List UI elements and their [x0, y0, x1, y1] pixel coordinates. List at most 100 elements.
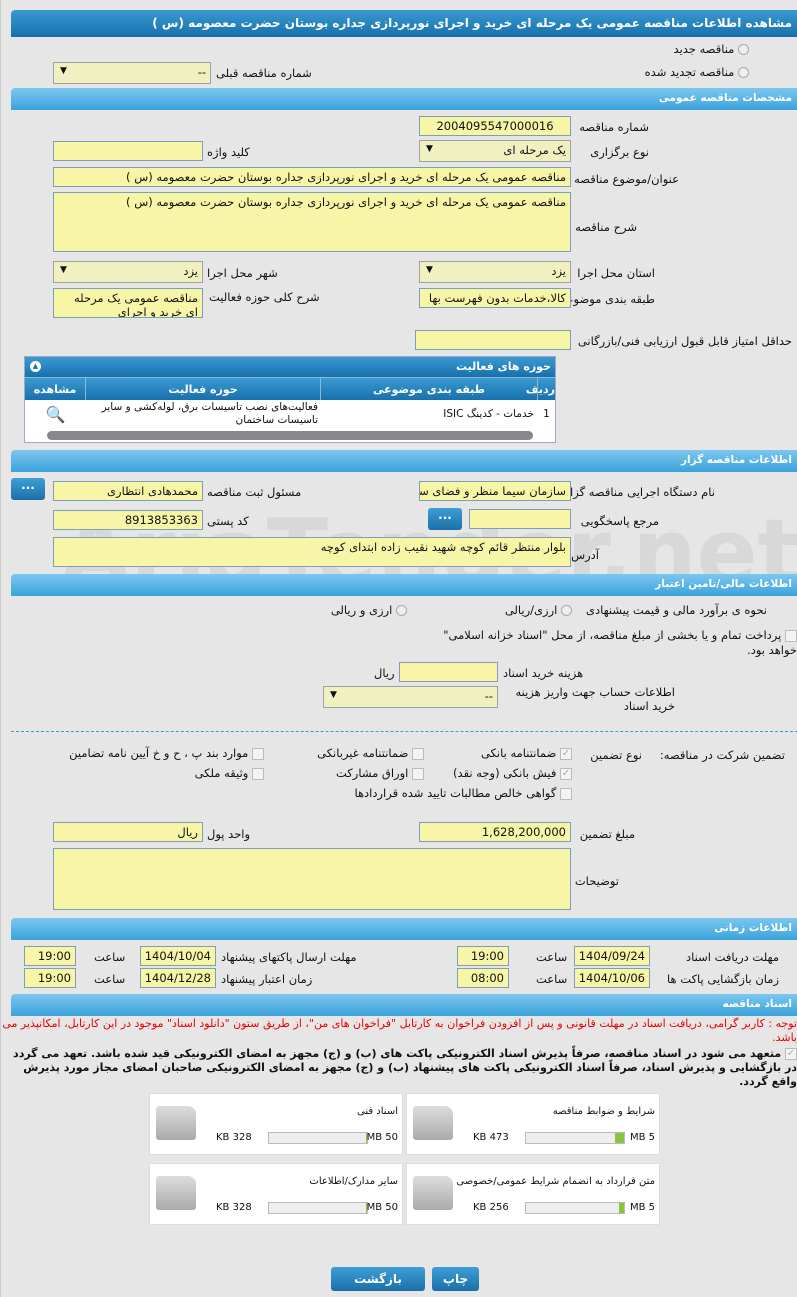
category-field[interactable]: کالا،خدمات بدون فهرست بها: [419, 288, 571, 308]
document-size: 328 KB: [216, 1132, 252, 1143]
radio-fx-rial[interactable]: ارزی و ریالی: [331, 603, 407, 617]
document-name: متن قرارداد به انضمام شرایط عمومی/خصوصی: [456, 1176, 655, 1187]
documents-notice: توجه : کاربر گرامی، دریافت اسناد در مهلت…: [2, 1017, 797, 1044]
section-finance: اطلاعات مالی/تامین اعتبار: [11, 574, 797, 596]
document-card[interactable]: اسناد فنی 328 KB 50 MB: [149, 1093, 403, 1155]
document-size: 328 KB: [216, 1202, 252, 1213]
doc-fee-unit: ریال: [374, 666, 395, 680]
resp-more-button[interactable]: ...: [11, 478, 45, 500]
validity-field[interactable]: 1404/12/28: [140, 968, 216, 988]
folder-icon: [413, 1106, 453, 1140]
ref-field[interactable]: [469, 509, 571, 529]
page-title: مشاهده اطلاعات مناقصه عمومی یک مرحله ای …: [11, 10, 797, 37]
account-select[interactable]: -- ▼: [323, 686, 498, 708]
document-name: شرایط و ضوابط مناقصه: [552, 1106, 655, 1117]
open-label: زمان بازگشایی پاکت ها: [667, 972, 779, 986]
send-deadline-time[interactable]: 19:00: [24, 946, 76, 966]
guarantee-type-label: نوع تضمین: [590, 748, 642, 762]
time-label: ساعت: [536, 950, 568, 964]
col-category: طبقه بندی موضوعی: [321, 378, 538, 400]
prev-number-label: شماره مناقصه قبلی: [216, 66, 312, 80]
guarantee-cash[interactable]: ✓ فیش بانکی (وجه نقد): [453, 766, 572, 780]
postal-field[interactable]: 8913853363: [53, 510, 203, 530]
guarantee-nonbank[interactable]: ضمانتنامه غیربانکی: [317, 746, 424, 760]
province-label: استان محل اجرا: [577, 266, 655, 280]
account-label: اطلاعات حساب جهت واریز هزینه خرید اسناد: [515, 685, 675, 713]
section-organizer: اطلاعات مناقصه گزار: [11, 450, 797, 472]
currency-field[interactable]: ریال: [53, 822, 203, 842]
subject-label: عنوان/موضوع مناقصه: [574, 172, 679, 186]
print-button[interactable]: چاپ: [432, 1267, 479, 1291]
treasury-checkbox[interactable]: پرداخت تمام و یا بخشی از مبلغ مناقصه، از…: [443, 628, 797, 657]
grid-title: حوزه های فعالیت ▲: [25, 357, 555, 377]
keyword-label: کلید واژه: [207, 145, 250, 159]
doc-deadline-label: مهلت دریافت اسناد: [686, 950, 779, 964]
subject-field[interactable]: مناقصه عمومی یک مرحله ای خرید و اجرای نو…: [53, 167, 571, 187]
col-index: ردیف: [525, 383, 555, 396]
amount-field[interactable]: 1,628,200,000: [419, 822, 571, 842]
section-general: مشخصات مناقصه عمومی: [11, 88, 797, 110]
org-label: نام دستگاه اجرایی مناقصه گزار: [564, 485, 715, 499]
type-select[interactable]: یک مرحله ای ▼: [419, 140, 571, 162]
doc-deadline-time[interactable]: 19:00: [457, 946, 509, 966]
category-label: طبقه بندی موضوعی: [557, 292, 655, 306]
table-row: 1 خدمات - کدینگ ISIC فعالیت‌های نصب تاسی…: [25, 400, 555, 428]
open-field[interactable]: 1404/10/06: [574, 968, 650, 988]
back-button[interactable]: بازگشت: [331, 1267, 425, 1291]
open-time[interactable]: 08:00: [457, 968, 509, 988]
prev-number-select[interactable]: -- ▼: [53, 62, 211, 84]
desc-label: شرح مناقصه: [575, 220, 637, 234]
view-icon[interactable]: 🔍: [45, 404, 66, 424]
address-field[interactable]: بلوار منتظر قائم کوچه شهید نقیب زاده ابت…: [53, 537, 571, 567]
desc-field[interactable]: مناقصه عمومی یک مرحله ای خرید و اجرای نو…: [53, 192, 571, 252]
min-score-field[interactable]: [415, 330, 571, 350]
document-progress: [525, 1202, 625, 1214]
org-field[interactable]: سازمان سیما منظر و فضای سبز: [419, 481, 571, 501]
send-deadline-field[interactable]: 1404/10/04: [140, 946, 216, 966]
document-card[interactable]: متن قرارداد به انضمام شرایط عمومی/خصوصی …: [406, 1163, 660, 1225]
horizontal-scrollbar[interactable]: [47, 431, 533, 440]
guarantee-clauses[interactable]: موارد بند پ ، ح و خ آیین نامه تضامین: [69, 746, 264, 760]
doc-fee-label: هزینه خرید اسناد: [503, 666, 584, 680]
document-card[interactable]: شرایط و ضوابط مناقصه 473 KB 5 MB: [406, 1093, 660, 1155]
document-card[interactable]: سایر مدارک/اطلاعات 328 KB 50 MB: [149, 1163, 403, 1225]
number-field[interactable]: 2004095547000016: [419, 116, 571, 136]
col-activity: حوزه فعالیت: [86, 378, 321, 400]
time-label: ساعت: [94, 950, 126, 964]
folder-icon: [156, 1106, 196, 1140]
city-select[interactable]: یزد ▼: [53, 261, 203, 283]
ref-more-button[interactable]: ...: [428, 508, 462, 530]
min-score-label: حداقل امتیاز قابل قبول ارزیابی فنی/بازرگ…: [577, 334, 792, 348]
province-select[interactable]: یزد ▼: [419, 261, 571, 283]
divider: [11, 731, 797, 732]
document-size: 473 KB: [473, 1132, 509, 1143]
guarantee-property[interactable]: وثیقه ملکی: [195, 766, 264, 780]
guarantee-bank[interactable]: ✓ ضمانتنامه بانکی: [480, 746, 572, 760]
document-name: اسناد فنی: [357, 1106, 398, 1117]
keyword-field[interactable]: [53, 141, 203, 161]
notes-label: توضیحات: [574, 874, 619, 888]
folder-icon: [413, 1176, 453, 1210]
section-documents: اسناد مناقصه: [11, 994, 797, 1016]
guarantee-receivables[interactable]: گواهی خالص مطالبات تایید شده قراردادها: [354, 786, 572, 800]
resp-field[interactable]: محمدهادی انتظاری: [53, 481, 203, 501]
notes-field[interactable]: [53, 848, 571, 910]
document-progress: [525, 1132, 625, 1144]
address-label: آدرس: [571, 548, 599, 562]
validity-label: زمان اعتبار پیشنهاد: [221, 972, 313, 986]
guarantee-bonds[interactable]: اوراق مشارکت: [336, 766, 424, 780]
scope-field[interactable]: مناقصه عمومی یک مرحله ای خرید و اجرای نو…: [53, 288, 203, 318]
document-size: 256 KB: [473, 1202, 509, 1213]
radio-rial[interactable]: ارزی/ریالی: [505, 603, 572, 617]
send-deadline-label: مهلت ارسال پاکتهای پیشنهاد: [221, 950, 357, 964]
radio-new[interactable]: مناقصه جدید: [674, 42, 749, 56]
collapse-icon[interactable]: ▲: [30, 361, 41, 372]
scope-label: شرح کلی حوزه فعالیت: [209, 290, 320, 304]
document-max: 50 MB: [366, 1132, 398, 1143]
radio-renewed[interactable]: مناقصه تجدید شده: [645, 65, 749, 79]
doc-fee-field[interactable]: [399, 662, 498, 682]
doc-deadline-field[interactable]: 1404/09/24: [574, 946, 650, 966]
validity-time[interactable]: 19:00: [24, 968, 76, 988]
number-label: شماره مناقصه: [579, 120, 649, 134]
ref-label: مرجع پاسخگویی: [580, 514, 659, 528]
